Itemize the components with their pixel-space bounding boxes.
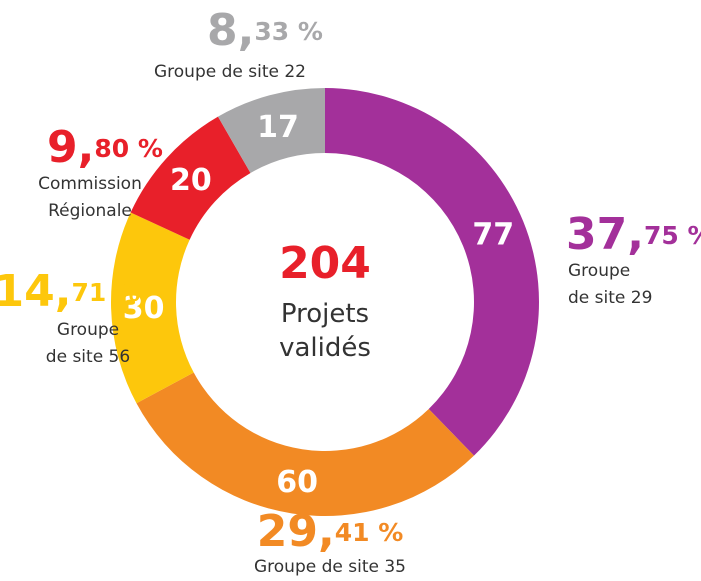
donut-segment — [325, 88, 539, 456]
donut-segment — [218, 88, 325, 173]
percent-major: 14, — [0, 266, 71, 317]
text-line: Groupe de site 22 — [154, 62, 306, 82]
percent-label: 14,71 % — [0, 266, 140, 317]
percent-label: 29,41 % — [257, 506, 404, 557]
value-label: 20 — [170, 163, 212, 198]
center-label: Projets validés — [279, 299, 371, 363]
donut-hole — [176, 153, 474, 451]
text-line: Groupe — [57, 320, 119, 340]
percent-label: 37,75 % — [566, 209, 701, 260]
value-label: 17 — [257, 110, 299, 145]
text-line: Groupe de site 35 — [254, 557, 406, 577]
text-line: Régionale — [48, 201, 132, 221]
category-label: Groupe de site 22 — [154, 62, 306, 82]
percent-minor: 80 % — [94, 134, 163, 163]
value-label: 77 — [472, 217, 514, 252]
donut-segment — [136, 372, 474, 516]
text-line: Commission — [38, 174, 142, 194]
percent-major: 29, — [257, 506, 335, 557]
percent-minor: 75 % — [644, 221, 701, 250]
text-line: Groupe — [568, 261, 630, 281]
text-line: validés — [279, 333, 371, 363]
text-line: Projets — [281, 299, 369, 329]
value-label: 60 — [276, 465, 318, 500]
percent-major: 9, — [47, 122, 94, 173]
percent-minor: 71 % — [71, 278, 140, 307]
percent-major: 37, — [566, 209, 644, 260]
value-label: 30 — [123, 291, 165, 326]
percent-minor: 33 % — [254, 17, 323, 46]
category-label: Groupe de site 56 — [46, 320, 130, 367]
text-line: de site 56 — [46, 347, 130, 367]
percent-label: 8,33 % — [207, 5, 323, 56]
donut-segment — [130, 116, 251, 240]
percent-label: 9,80 % — [47, 122, 163, 173]
percent-minor: 41 % — [335, 518, 404, 547]
percent-major: 8, — [207, 5, 254, 56]
category-label: Groupe de site 35 — [254, 557, 406, 577]
donut-segment — [110, 212, 194, 404]
text-line: de site 29 — [568, 288, 652, 308]
total-label: 204 — [279, 238, 371, 289]
category-label: Commission Régionale — [38, 174, 142, 221]
category-label: Groupe de site 29 — [568, 261, 652, 308]
